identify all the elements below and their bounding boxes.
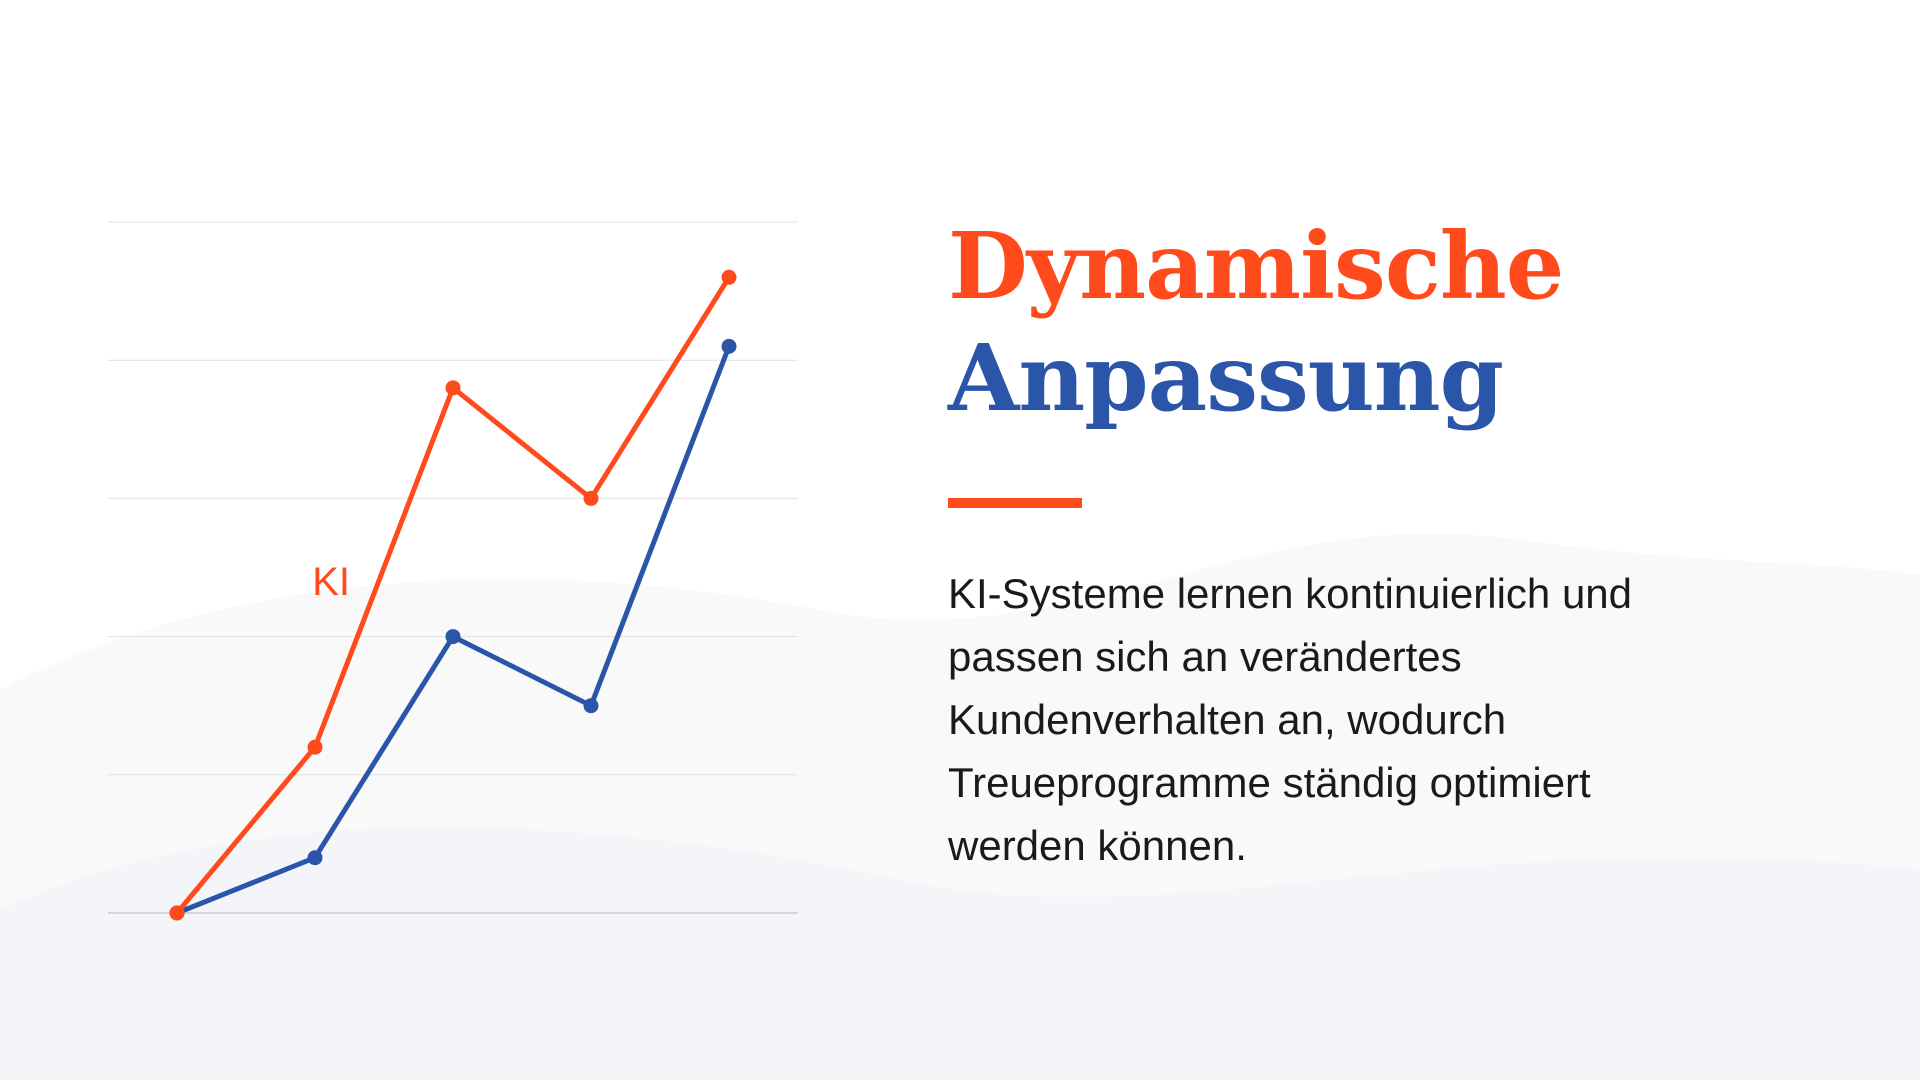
title-line-1: Dynamische	[948, 212, 1564, 320]
series-line-ki	[174, 274, 732, 916]
data-point-series-2	[583, 698, 599, 714]
title-line-2: Anpassung	[948, 324, 1504, 432]
series-series-2	[169, 338, 737, 921]
body-paragraph: KI-Systeme lernen kontinuierlich und pas…	[948, 570, 1633, 869]
data-point-ki	[583, 490, 599, 506]
data-point-series-2	[721, 338, 737, 354]
chart-series	[169, 269, 737, 921]
background-wave-front	[0, 827, 1920, 1080]
data-point-series-2	[445, 629, 461, 645]
data-point-series-2	[307, 850, 323, 866]
slide-title: Dynamische Anpassung	[948, 210, 1564, 434]
chart-labels: KI	[312, 560, 350, 604]
series-ki	[169, 269, 737, 921]
data-point-ki	[169, 905, 185, 921]
data-point-ki	[445, 380, 461, 396]
series-label-ki: KI	[312, 560, 350, 604]
chart-grid	[108, 221, 798, 914]
title-underline	[948, 498, 1082, 508]
data-point-ki	[721, 269, 737, 285]
data-point-ki	[307, 739, 323, 755]
